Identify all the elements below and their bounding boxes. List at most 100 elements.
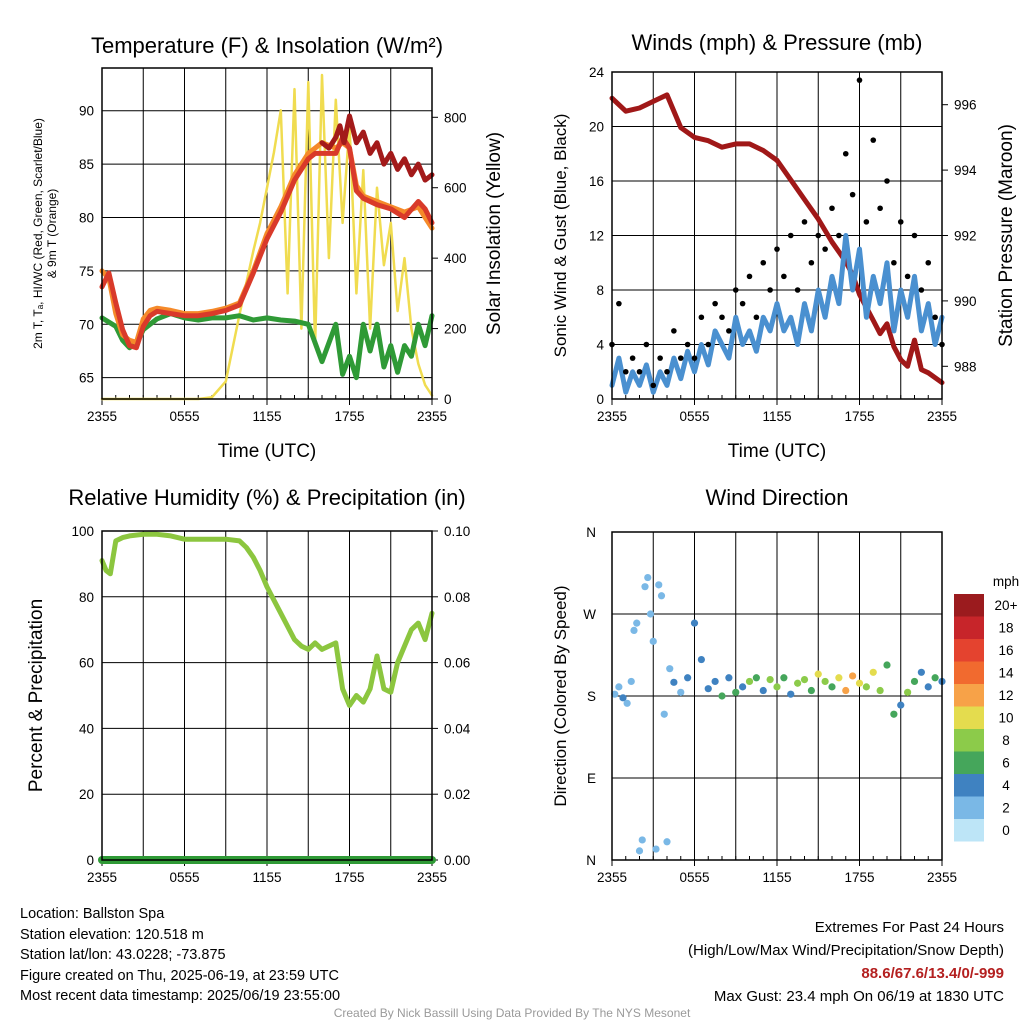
temp-y2tick-label: 800	[444, 110, 467, 125]
extremes-panel: Extremes For Past 24 Hours (High/Low/Max…	[688, 916, 1004, 1008]
dir-ytick-label: N	[586, 525, 596, 540]
wind-ytick-label: 16	[589, 174, 604, 189]
temp-ytick-label: 85	[79, 157, 94, 172]
legend-label: 6	[1002, 756, 1010, 771]
dir-point	[635, 847, 644, 855]
wind-point	[671, 328, 677, 334]
wind-xtick-label: 0555	[679, 409, 709, 424]
rh-frame	[101, 530, 433, 861]
dir-point	[807, 686, 815, 695]
dir-point	[644, 573, 652, 582]
rh-xtick-label: 2355	[417, 870, 447, 885]
dir-point	[910, 677, 919, 686]
dir-point	[652, 845, 660, 853]
dir-point	[752, 674, 760, 682]
wind-point	[897, 219, 904, 225]
dir-point	[670, 678, 678, 686]
wind-point	[870, 137, 877, 143]
dir-point	[814, 670, 822, 678]
dir-point	[780, 674, 788, 682]
wind-point	[815, 232, 822, 239]
extremes-title: Extremes For Past 24 Hours	[814, 919, 1004, 936]
temp-xtick-label: 1155	[252, 409, 281, 424]
wind-point	[932, 314, 938, 321]
wind-ytick-label: 12	[589, 229, 604, 244]
legend-swatch	[954, 796, 984, 819]
wind-title: Winds (mph) & Pressure (mb)	[632, 30, 923, 55]
wind-point	[732, 287, 739, 293]
wind-y2tick-label: 990	[954, 294, 977, 309]
dir-xtick-label: 1155	[762, 870, 791, 885]
legend-swatch	[954, 684, 984, 707]
wind-xtick-label: 2355	[927, 409, 957, 424]
dir-point	[630, 626, 638, 635]
dir-point	[663, 838, 671, 846]
temp-title: Temperature (F) & Insolation (W/m²)	[91, 33, 443, 58]
dir-point	[759, 686, 767, 695]
rh-xtick-label: 1755	[334, 870, 364, 885]
wind-series-line	[609, 92, 945, 386]
rh-y2tick-label: 0.04	[444, 721, 471, 736]
temp-ylabel: & 9m T (Orange)	[45, 189, 59, 279]
legend-label: 14	[998, 666, 1014, 681]
wind-point	[739, 300, 746, 307]
wind-xtick-label: 1155	[762, 409, 791, 424]
wind-point	[856, 77, 863, 83]
temp-ytick-label: 65	[79, 371, 94, 386]
wind-ytick-label: 4	[596, 338, 604, 353]
legend-swatch	[954, 706, 984, 729]
elevation-text: Station elevation: 120.518 m	[20, 926, 204, 943]
rh-xtick-label: 0555	[169, 870, 199, 885]
dir-point	[619, 694, 627, 702]
rh-ytick-label: 80	[79, 590, 94, 605]
rh-y2tick-label: 0.10	[444, 524, 470, 539]
wind-point	[781, 273, 787, 280]
temp-xtick-label: 2355	[87, 409, 117, 424]
dir-ytick-label: S	[587, 689, 596, 704]
wind-y2tick-label: 996	[954, 98, 977, 113]
wind-point	[726, 328, 732, 334]
wind-xtick-label: 1755	[844, 409, 874, 424]
dir-point	[655, 581, 663, 589]
wind-point	[712, 300, 718, 307]
legend-label: 2	[1002, 801, 1010, 816]
wind-point	[622, 368, 629, 375]
rh-y2tick-label: 0.02	[444, 787, 470, 802]
dir-point	[821, 677, 829, 686]
rh-xtick-label: 2355	[87, 870, 117, 885]
dir-point	[766, 676, 774, 684]
legend-label: 12	[998, 688, 1013, 703]
wind-series-line	[609, 233, 945, 395]
dir-point	[638, 836, 646, 844]
dir-point	[904, 688, 912, 696]
dir-point	[641, 583, 649, 591]
wind-ytick-label: 20	[589, 120, 604, 135]
rh-xtick-label: 1155	[252, 870, 281, 885]
wind-point	[746, 273, 753, 280]
wind-point	[836, 232, 842, 239]
rh-ylabel: Percent & Precipitation	[26, 599, 47, 792]
dir-point	[849, 672, 857, 680]
wind-point	[691, 355, 698, 361]
dir-point	[855, 679, 864, 687]
dir-ytick-label: E	[587, 771, 596, 786]
temp-y2tick-label: 200	[444, 322, 467, 337]
wind-point	[918, 287, 925, 293]
temp-series-line	[319, 113, 435, 183]
rh-ytick-label: 40	[79, 721, 94, 736]
wind-point	[636, 368, 643, 375]
temp-ytick-label: 90	[79, 104, 94, 119]
dir-point	[690, 619, 699, 627]
wind-point	[760, 259, 767, 266]
dir-point	[862, 683, 870, 691]
wind-point	[787, 232, 794, 239]
rh-title: Relative Humidity (%) & Precipitation (i…	[68, 485, 465, 510]
wind-point	[829, 205, 835, 212]
rh-ytick-label: 100	[71, 524, 94, 539]
dir-point	[739, 683, 747, 691]
wind-point	[719, 314, 725, 321]
dir-frame	[611, 531, 943, 861]
dir-point	[890, 710, 898, 718]
legend-swatch	[954, 594, 984, 617]
wind-y2tick-label: 994	[954, 163, 977, 178]
